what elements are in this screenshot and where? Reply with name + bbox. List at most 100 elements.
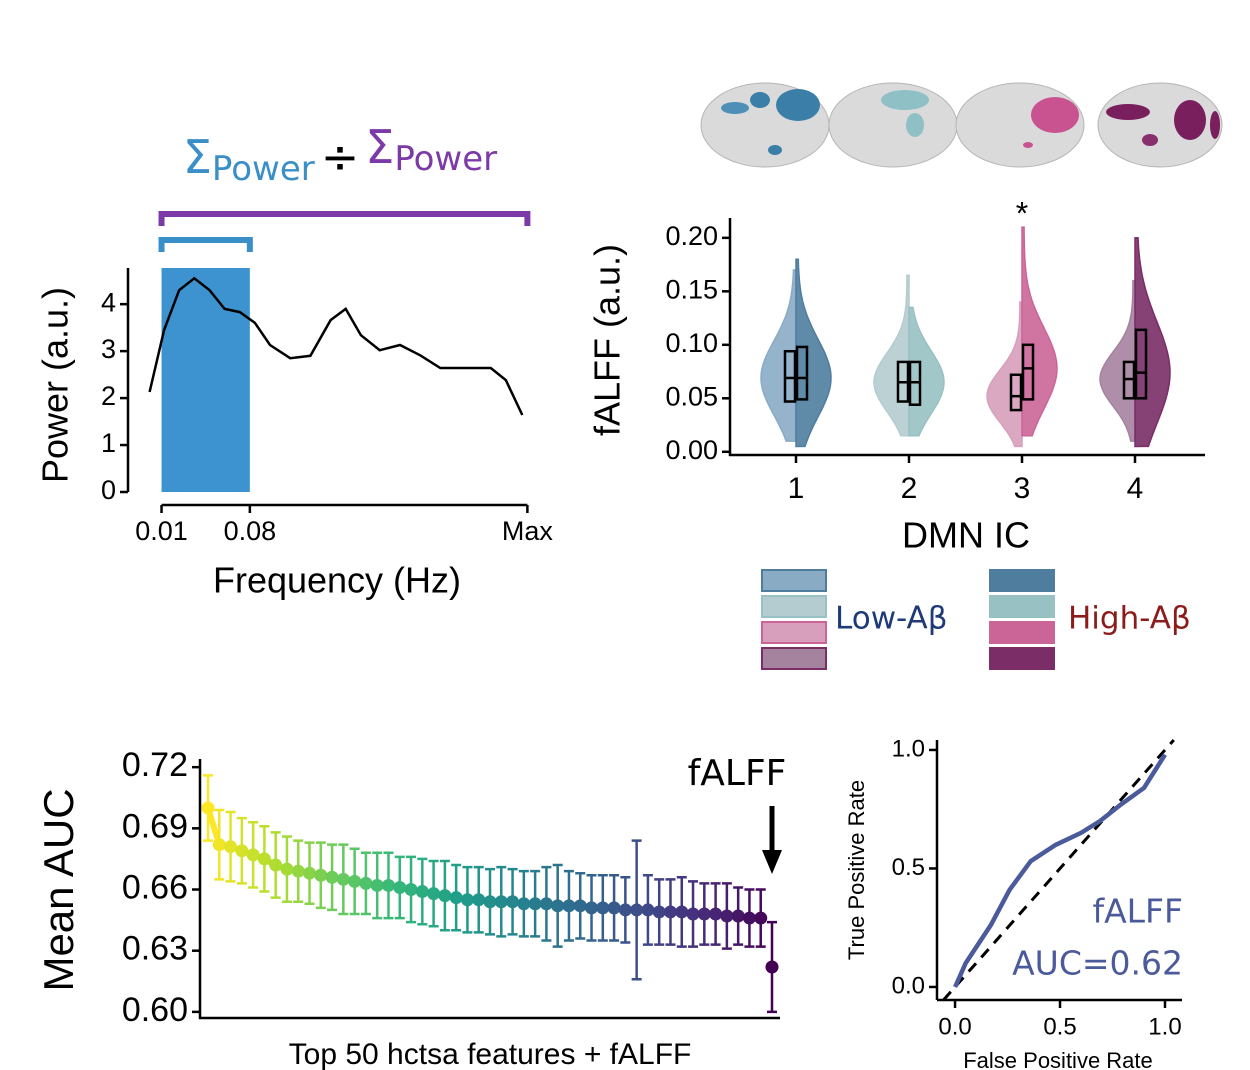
blob <box>881 90 929 110</box>
blob <box>1142 134 1158 146</box>
point <box>641 903 655 917</box>
point <box>370 878 384 892</box>
y-tick-label: 0.05 <box>665 381 718 411</box>
point <box>246 848 260 862</box>
significance-marker: * <box>1016 195 1028 231</box>
blob <box>721 102 749 114</box>
y-axis-title: Mean AUC <box>35 788 82 991</box>
point <box>754 911 768 925</box>
violin-half <box>795 258 832 448</box>
x-tick-label: 1.0 <box>1148 1013 1181 1040</box>
brain-ic1 <box>700 82 830 168</box>
point <box>483 895 497 909</box>
point <box>280 862 294 876</box>
x-tick-label: 0.0 <box>938 1013 971 1040</box>
legend-swatch <box>989 569 1055 592</box>
point <box>449 891 463 905</box>
x-tick-label: 0.5 <box>1043 1013 1076 1040</box>
point <box>697 907 711 921</box>
blob <box>768 145 782 155</box>
legend-swatch <box>761 621 827 644</box>
point <box>201 801 215 815</box>
point <box>562 899 576 913</box>
point <box>539 897 553 911</box>
box <box>1009 373 1023 412</box>
point <box>415 885 429 899</box>
legend-swatch <box>989 621 1055 644</box>
point <box>528 897 542 911</box>
y-tick-label: 0.60 <box>122 991 188 1029</box>
x-tick-label: 4 <box>1127 472 1144 505</box>
y-tick-label: 0.72 <box>122 746 188 784</box>
point <box>336 872 350 886</box>
box <box>783 349 797 403</box>
point <box>742 911 756 925</box>
y-axis-title: fALFF (a.u.) <box>587 244 628 436</box>
point <box>573 899 587 913</box>
point <box>224 840 238 854</box>
x-axis-title: Top 50 hctsa features + fALFF <box>289 1038 692 1070</box>
legend-label: Low-Aβ <box>835 601 948 637</box>
x-axis-title: False Positive Rate <box>963 1048 1153 1070</box>
x-axis-title: DMN IC <box>902 515 1030 556</box>
point <box>652 905 666 919</box>
legend-swatch <box>989 647 1055 670</box>
ratio-formula: ΣPower ÷ ΣPower <box>183 120 497 189</box>
violin-half <box>760 269 797 442</box>
y-axis-title: True Positive Rate <box>844 780 869 960</box>
x-tick-label: 1 <box>788 472 805 505</box>
x-tick-label: 0.01 <box>135 516 188 546</box>
point <box>585 901 599 915</box>
roc-annotation: fALFF <box>1092 892 1183 931</box>
point <box>235 844 249 858</box>
y-tick-label: 0.20 <box>665 221 718 251</box>
y-tick-label: 1.0 <box>892 735 925 762</box>
y-axis-title: Power (a.u.) <box>35 287 76 483</box>
point <box>618 903 632 917</box>
box <box>795 345 809 401</box>
point <box>472 893 486 907</box>
point <box>675 905 689 919</box>
point <box>494 895 508 909</box>
blob <box>1210 111 1220 139</box>
point <box>438 889 452 903</box>
formula-symbol: ÷ <box>321 130 360 184</box>
roc-annotation: AUC=0.62 <box>1012 944 1183 983</box>
point <box>596 901 610 915</box>
y-tick-label: 0.00 <box>665 435 718 465</box>
legend-label: High-Aβ <box>1068 601 1191 637</box>
legend-swatch <box>761 569 827 592</box>
point <box>257 852 271 866</box>
brain-ic2 <box>828 82 958 168</box>
point <box>731 909 745 923</box>
roc-curve <box>953 753 1167 988</box>
box <box>1021 343 1035 401</box>
point <box>303 866 317 880</box>
x-tick-label: Max <box>502 516 554 546</box>
formula-subscript: Power <box>394 139 497 179</box>
y-tick-label: 1 <box>101 428 116 458</box>
point <box>607 901 621 915</box>
violin-half <box>1134 237 1171 448</box>
blob <box>1031 97 1079 133</box>
formula-subscript: Power <box>212 149 315 189</box>
y-tick-label: 4 <box>101 287 116 317</box>
point <box>709 907 723 921</box>
y-tick-label: 0.0 <box>892 972 925 999</box>
point <box>765 960 779 974</box>
bracket-total <box>158 211 531 226</box>
violin-half <box>873 274 910 437</box>
blob <box>776 89 820 121</box>
y-tick-label: 0.10 <box>665 328 718 358</box>
point <box>506 895 520 909</box>
point <box>404 883 418 897</box>
formula-symbol: Σ <box>183 130 212 184</box>
y-tick-label: 0.69 <box>122 807 188 845</box>
point <box>314 868 328 882</box>
y-tick-label: 0.66 <box>122 869 188 907</box>
point <box>212 838 226 852</box>
y-tick-label: 0 <box>101 475 116 505</box>
violin-half <box>908 306 945 437</box>
blob <box>906 113 924 137</box>
